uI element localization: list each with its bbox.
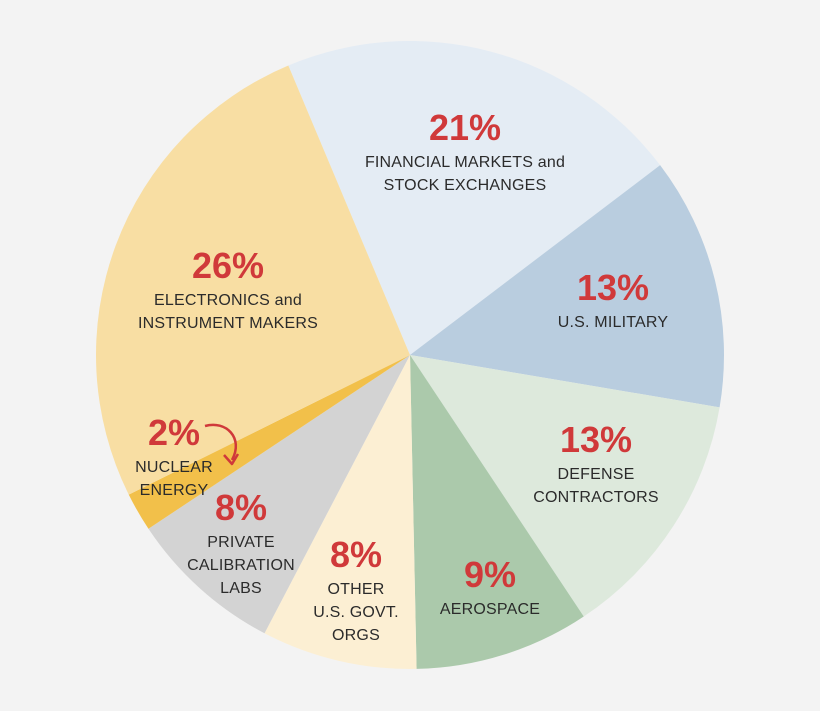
slice-category-label: INSTRUMENT MAKERS (138, 315, 318, 332)
slice-category-label: OTHER (328, 581, 385, 598)
slice-percent-label: 13% (560, 419, 632, 460)
slice-category-label: PRIVATE (207, 534, 275, 551)
pie-slice (410, 165, 724, 408)
slice-percent-label: 13% (577, 267, 649, 308)
pie-slice (264, 355, 417, 669)
pie-slice (410, 355, 720, 617)
slice-category-label: LABS (220, 580, 262, 597)
nuclear-arrowhead-icon (223, 453, 240, 466)
slice-percent-label: 2% (148, 412, 200, 453)
pie-slice (288, 40, 661, 355)
slice-category-label: ENERGY (140, 482, 209, 499)
pie-slice (148, 355, 410, 634)
slice-percent-label: 8% (330, 534, 382, 575)
pie-slice (95, 65, 410, 495)
pie-slices (95, 40, 724, 669)
pie-slice (128, 355, 410, 529)
slice-category-label: DEFENSE (558, 466, 635, 483)
slice-category-label: CALIBRATION (187, 557, 295, 574)
slice-category-label: U.S. GOVT. (313, 604, 399, 621)
slice-category-label: ORGS (332, 627, 380, 644)
slice-category-label: FINANCIAL MARKETS and (365, 154, 565, 171)
slice-category-label: ELECTRONICS and (154, 292, 302, 309)
slice-percent-label: 26% (192, 245, 264, 286)
slice-percent-label: 21% (429, 107, 501, 148)
pie-slice (410, 355, 584, 669)
slice-percent-label: 9% (464, 554, 516, 595)
slice-percent-label: 8% (215, 487, 267, 528)
slice-category-label: NUCLEAR (135, 459, 213, 476)
slice-category-label: U.S. MILITARY (558, 314, 669, 331)
nuclear-arrow-icon (204, 423, 238, 461)
pie-labels: 21% FINANCIAL MARKETS and STOCK EXCHANGES 1… (135, 107, 668, 644)
slice-category-label: STOCK EXCHANGES (384, 177, 547, 194)
slice-category-label: AEROSPACE (440, 601, 540, 618)
slice-category-label: CONTRACTORS (533, 489, 658, 506)
